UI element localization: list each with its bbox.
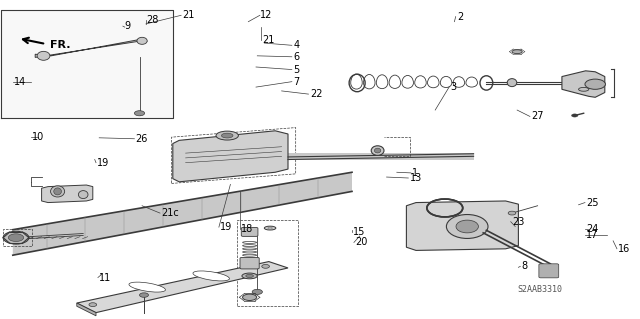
Text: 8: 8 (522, 261, 528, 271)
Text: 23: 23 (512, 217, 524, 227)
Polygon shape (42, 185, 93, 203)
Circle shape (89, 303, 97, 307)
Circle shape (508, 211, 516, 215)
Circle shape (585, 79, 605, 89)
Polygon shape (77, 262, 288, 313)
Ellipse shape (37, 51, 50, 60)
Text: 10: 10 (32, 132, 44, 142)
Circle shape (8, 234, 24, 241)
Text: 17: 17 (586, 230, 598, 241)
Text: 19: 19 (220, 222, 232, 232)
Ellipse shape (507, 79, 517, 87)
Ellipse shape (242, 273, 257, 279)
Ellipse shape (371, 146, 384, 155)
Text: 3: 3 (451, 82, 457, 92)
Text: 4: 4 (293, 40, 300, 50)
Circle shape (3, 231, 29, 244)
Circle shape (134, 111, 145, 116)
Ellipse shape (137, 37, 147, 44)
FancyBboxPatch shape (1, 10, 173, 118)
Text: 19: 19 (97, 158, 109, 168)
Text: 25: 25 (586, 197, 599, 208)
Text: 24: 24 (586, 224, 598, 234)
Text: 9: 9 (124, 21, 131, 31)
Text: 28: 28 (146, 15, 158, 25)
Ellipse shape (268, 227, 273, 229)
Polygon shape (35, 40, 147, 57)
Polygon shape (13, 172, 352, 255)
Text: 22: 22 (310, 89, 323, 99)
Text: 20: 20 (355, 237, 367, 248)
Ellipse shape (374, 148, 381, 153)
Text: 21: 21 (262, 34, 275, 45)
Text: 11: 11 (99, 272, 111, 283)
Text: 21c: 21c (161, 208, 179, 218)
Ellipse shape (579, 87, 589, 91)
Text: 18: 18 (241, 224, 253, 234)
Ellipse shape (447, 215, 488, 239)
FancyBboxPatch shape (539, 264, 559, 278)
Text: 14: 14 (14, 77, 26, 87)
Ellipse shape (129, 282, 166, 292)
Ellipse shape (216, 131, 238, 140)
Text: 6: 6 (293, 52, 300, 62)
Polygon shape (77, 303, 96, 316)
Ellipse shape (79, 190, 88, 198)
Ellipse shape (246, 274, 253, 278)
Ellipse shape (54, 188, 61, 195)
Circle shape (252, 289, 262, 294)
Text: 26: 26 (136, 134, 148, 144)
Text: 12: 12 (260, 10, 272, 20)
Text: 27: 27 (531, 111, 544, 122)
Text: 7: 7 (293, 77, 300, 87)
Ellipse shape (243, 294, 257, 300)
Text: 1: 1 (412, 168, 419, 178)
Polygon shape (173, 131, 288, 182)
Text: S2AAB3310: S2AAB3310 (517, 285, 562, 294)
Text: 13: 13 (410, 173, 422, 183)
FancyBboxPatch shape (240, 257, 259, 269)
Text: 2: 2 (457, 11, 463, 22)
Text: 21: 21 (182, 10, 195, 20)
Text: 15: 15 (353, 227, 365, 237)
Ellipse shape (221, 133, 233, 138)
Text: FR.: FR. (50, 40, 70, 50)
Ellipse shape (456, 220, 479, 233)
Circle shape (262, 264, 269, 268)
Ellipse shape (193, 271, 230, 281)
Polygon shape (406, 201, 518, 250)
Text: 5: 5 (293, 64, 300, 75)
Text: 16: 16 (618, 244, 630, 254)
Ellipse shape (512, 50, 522, 54)
Polygon shape (562, 71, 605, 97)
FancyBboxPatch shape (241, 227, 258, 236)
Ellipse shape (51, 186, 65, 197)
FancyBboxPatch shape (288, 153, 474, 160)
Circle shape (140, 293, 148, 297)
Ellipse shape (264, 226, 276, 230)
Circle shape (572, 114, 578, 117)
